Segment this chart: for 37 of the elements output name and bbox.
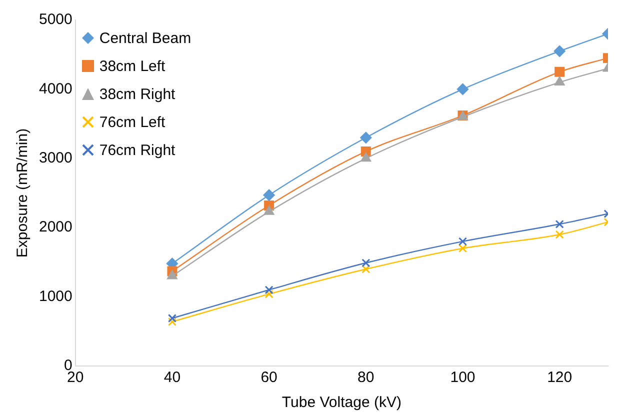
- point: [263, 189, 275, 201]
- y-axis-title: Exposure (mR/min): [14, 128, 32, 258]
- legend-label: Central Beam: [99, 30, 192, 46]
- x-axis-title: Tube Voltage (kV): [282, 394, 402, 412]
- legend-label: 38cm Right: [99, 86, 176, 102]
- y-tick-label: 4000: [38, 80, 72, 98]
- x-tick-label: 120: [547, 369, 572, 386]
- legend-label: 38cm Left: [99, 58, 166, 74]
- x-tick-label: 100: [450, 369, 476, 386]
- point: [264, 206, 274, 215]
- point: [555, 230, 564, 239]
- legend-label: 76cm Left: [99, 114, 166, 130]
- point: [360, 132, 372, 144]
- point: [168, 314, 176, 323]
- x-tick-label: 60: [260, 369, 278, 386]
- point: [264, 286, 274, 294]
- point: [362, 258, 370, 268]
- point: [458, 244, 468, 253]
- point: [554, 66, 565, 77]
- point: [362, 264, 370, 274]
- x-tick-label: 80: [358, 369, 374, 386]
- y-tick-label: 1000: [38, 288, 72, 305]
- y-tick-label: 5000: [38, 11, 72, 28]
- point: [554, 76, 565, 86]
- point: [458, 237, 468, 246]
- legend-label: 76cm Right: [99, 142, 176, 158]
- point: [456, 83, 468, 95]
- x-tick-label: 40: [164, 369, 181, 386]
- point: [555, 220, 564, 228]
- point: [360, 152, 371, 162]
- point: [264, 290, 274, 298]
- point: [554, 45, 566, 57]
- x-tick-label: 20: [67, 369, 84, 386]
- point: [167, 270, 178, 280]
- y-tick-label: 3000: [38, 150, 72, 167]
- y-tick-label: 2000: [38, 218, 72, 236]
- point: [168, 317, 176, 326]
